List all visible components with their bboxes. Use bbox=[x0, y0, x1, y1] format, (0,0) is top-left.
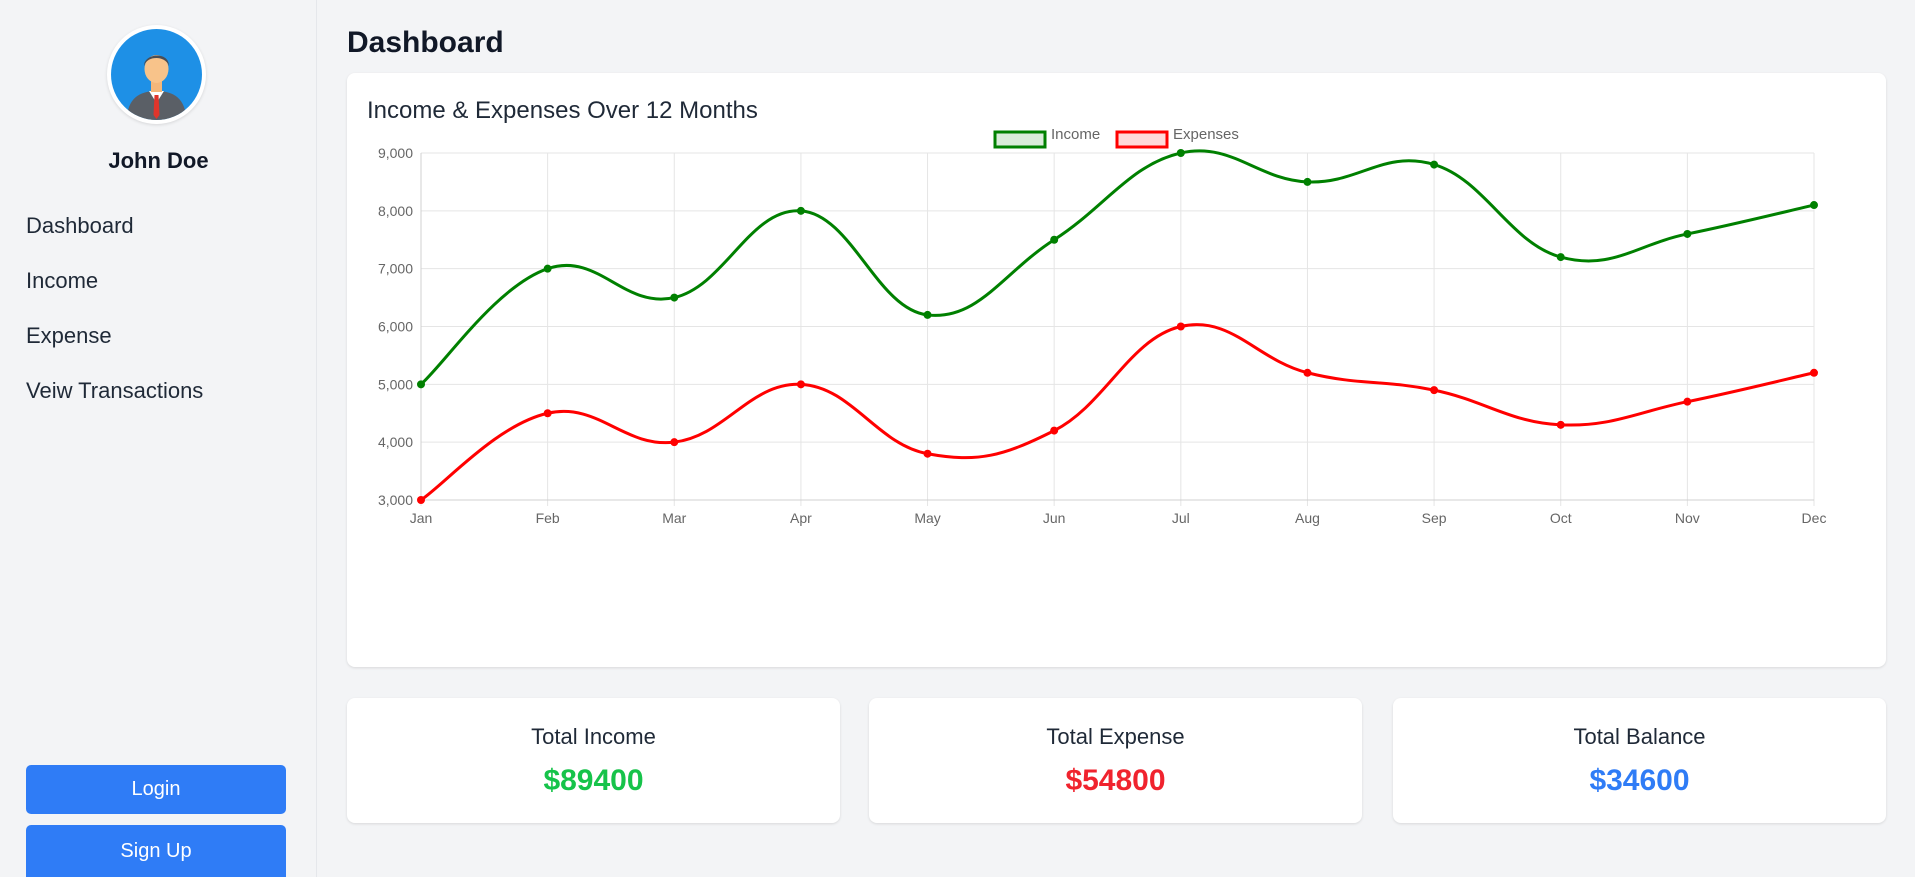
expenses-legend-label: Expenses bbox=[1173, 126, 1239, 143]
expenses-point bbox=[923, 449, 932, 458]
user-avatar-icon bbox=[111, 29, 202, 120]
income-point bbox=[1556, 253, 1565, 262]
y-tick-label: 6,000 bbox=[378, 319, 413, 335]
income-legend-swatch bbox=[993, 130, 1047, 149]
expenses-point bbox=[1303, 368, 1312, 377]
y-tick-label: 4,000 bbox=[378, 434, 413, 450]
y-tick-label: 9,000 bbox=[378, 145, 413, 161]
expenses-legend-swatch bbox=[1115, 130, 1169, 149]
income-point bbox=[1810, 201, 1818, 210]
income-point bbox=[1176, 149, 1185, 157]
y-tick-label: 3,000 bbox=[378, 492, 413, 508]
expenses-point bbox=[1810, 368, 1818, 377]
chart-card: Income & Expenses Over 12 Months 3,000 4,… bbox=[347, 73, 1886, 667]
income-point bbox=[1683, 229, 1692, 238]
expenses-point bbox=[417, 496, 425, 504]
sidebar-nav: Dashboard Income Expense Veiw Transactio… bbox=[26, 210, 203, 430]
sidebar-item-expense[interactable]: Expense bbox=[26, 323, 112, 348]
user-name: John Doe bbox=[108, 148, 209, 173]
x-tick-label: Dec bbox=[1802, 510, 1827, 526]
x-tick-label: Jun bbox=[1043, 510, 1066, 526]
expenses-line bbox=[420, 323, 1815, 502]
x-tick-label: Aug bbox=[1295, 510, 1320, 526]
x-tick-label: Sep bbox=[1422, 510, 1447, 526]
expenses-point bbox=[1683, 397, 1692, 406]
total-expense-label: Total Expense bbox=[1046, 724, 1185, 749]
sidebar-item-income[interactable]: Income bbox=[26, 268, 99, 293]
y-tick-label: 8,000 bbox=[378, 203, 413, 219]
income-point bbox=[1430, 160, 1439, 169]
expenses-point bbox=[543, 409, 552, 418]
income-point bbox=[670, 293, 679, 302]
total-balance-label: Total Balance bbox=[1573, 724, 1706, 749]
income-point bbox=[796, 206, 805, 215]
income-line bbox=[419, 149, 1815, 386]
x-tick-label: Mar bbox=[662, 510, 686, 526]
y-tick-label: 5,000 bbox=[378, 376, 413, 392]
income-point bbox=[1050, 235, 1059, 244]
income-point bbox=[417, 380, 425, 389]
avatar[interactable] bbox=[107, 25, 206, 124]
page-title: Dashboard bbox=[347, 26, 504, 59]
chart-title: Income & Expenses Over 12 Months bbox=[367, 97, 758, 124]
x-tick-label: Oct bbox=[1550, 510, 1572, 526]
total-expense-card: Total Expense $54800 bbox=[869, 698, 1362, 823]
total-expense-value: $54800 bbox=[1065, 764, 1166, 797]
x-tick-label: Feb bbox=[536, 510, 560, 526]
income-point bbox=[543, 264, 552, 273]
income-point bbox=[1303, 177, 1312, 186]
total-balance-value: $34600 bbox=[1589, 764, 1690, 797]
y-tick-label: 7,000 bbox=[378, 261, 413, 277]
x-tick-label: Jul bbox=[1172, 510, 1190, 526]
signup-button[interactable]: Sign Up bbox=[26, 825, 286, 877]
x-tick-label: Jan bbox=[410, 510, 433, 526]
sidebar-item-view-transactions[interactable]: Veiw Transactions bbox=[26, 378, 204, 403]
x-tick-label: May bbox=[914, 510, 940, 526]
sidebar-item-dashboard[interactable]: Dashboard bbox=[26, 213, 134, 238]
total-income-card: Total Income $89400 bbox=[347, 698, 840, 823]
login-button[interactable]: Login bbox=[26, 765, 286, 814]
expenses-point bbox=[796, 380, 805, 389]
sidebar: John Doe Dashboard Income Expense Veiw T… bbox=[0, 0, 317, 877]
income-legend-label: Income bbox=[1051, 126, 1100, 143]
total-income-label: Total Income bbox=[531, 724, 656, 749]
x-tick-label: Nov bbox=[1675, 510, 1700, 526]
total-balance-card: Total Balance $34600 bbox=[1393, 698, 1886, 823]
expenses-point bbox=[1050, 426, 1059, 435]
expenses-point bbox=[670, 438, 679, 447]
total-income-value: $89400 bbox=[543, 764, 644, 797]
expenses-point bbox=[1430, 386, 1439, 395]
x-tick-label: Apr bbox=[790, 510, 812, 526]
line-chart: 3,000 4,000 5,000 6,000 7,000 8,000 9,000 Jan Fe… bbox=[378, 126, 1827, 526]
expenses-point bbox=[1176, 322, 1185, 331]
income-point bbox=[923, 310, 932, 319]
expenses-point bbox=[1556, 420, 1565, 429]
